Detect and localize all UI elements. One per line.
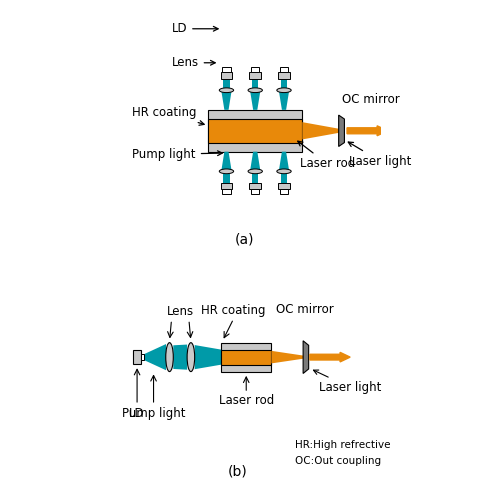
Text: Lens: Lens	[166, 305, 194, 318]
Ellipse shape	[220, 169, 234, 174]
Text: Pump light: Pump light	[132, 148, 222, 161]
Polygon shape	[303, 341, 308, 373]
Bar	[280, 67, 288, 72]
Ellipse shape	[248, 88, 262, 93]
Bar	[222, 189, 230, 194]
Bar	[250, 72, 261, 79]
Bar	[250, 183, 261, 189]
Bar	[220, 72, 232, 79]
Bar	[251, 67, 260, 72]
Polygon shape	[250, 152, 260, 172]
Bar	[281, 174, 287, 183]
FancyArrow shape	[347, 126, 388, 136]
Ellipse shape	[166, 343, 173, 372]
Bar	[221, 343, 272, 372]
Bar	[220, 183, 232, 189]
Bar	[280, 189, 288, 194]
Text: LD: LD	[172, 22, 218, 35]
Bar	[224, 79, 230, 88]
Polygon shape	[338, 115, 344, 146]
Text: HR:High refrective: HR:High refrective	[296, 440, 391, 450]
Polygon shape	[221, 152, 232, 172]
Text: LD: LD	[130, 407, 145, 421]
Bar	[208, 119, 302, 142]
Bar	[208, 110, 302, 152]
Bar	[224, 174, 230, 183]
Bar	[133, 350, 141, 364]
Text: (a): (a)	[235, 232, 255, 246]
Text: Laser rod: Laser rod	[218, 394, 274, 407]
Polygon shape	[279, 90, 289, 110]
Bar	[252, 79, 258, 88]
Text: OC mirror: OC mirror	[342, 93, 400, 106]
Text: Pump light: Pump light	[122, 407, 186, 421]
Ellipse shape	[220, 88, 234, 93]
Ellipse shape	[277, 88, 291, 93]
Polygon shape	[272, 351, 306, 363]
Text: Laser light: Laser light	[348, 142, 412, 168]
Text: HR coating: HR coating	[132, 106, 204, 125]
Polygon shape	[302, 122, 342, 139]
Polygon shape	[174, 345, 187, 370]
Polygon shape	[221, 90, 232, 110]
Bar	[251, 189, 260, 194]
Bar	[278, 183, 290, 189]
Text: Laser rod: Laser rod	[298, 141, 355, 171]
Bar	[281, 79, 287, 88]
Bar	[141, 355, 144, 360]
Polygon shape	[279, 152, 289, 172]
Ellipse shape	[248, 169, 262, 174]
Text: OC mirror: OC mirror	[276, 303, 334, 316]
Text: Lens: Lens	[172, 56, 215, 69]
Text: Laser light: Laser light	[314, 370, 382, 394]
Bar	[221, 350, 272, 365]
Bar	[222, 67, 230, 72]
Text: (b): (b)	[228, 464, 248, 478]
Bar	[278, 72, 290, 79]
Polygon shape	[144, 344, 166, 370]
Polygon shape	[250, 90, 260, 110]
FancyArrow shape	[310, 352, 350, 362]
Text: HR coating: HR coating	[202, 304, 266, 317]
Bar	[252, 174, 258, 183]
Ellipse shape	[277, 169, 291, 174]
Text: OC:Out coupling: OC:Out coupling	[296, 456, 382, 466]
Polygon shape	[194, 345, 221, 369]
Ellipse shape	[187, 343, 194, 372]
